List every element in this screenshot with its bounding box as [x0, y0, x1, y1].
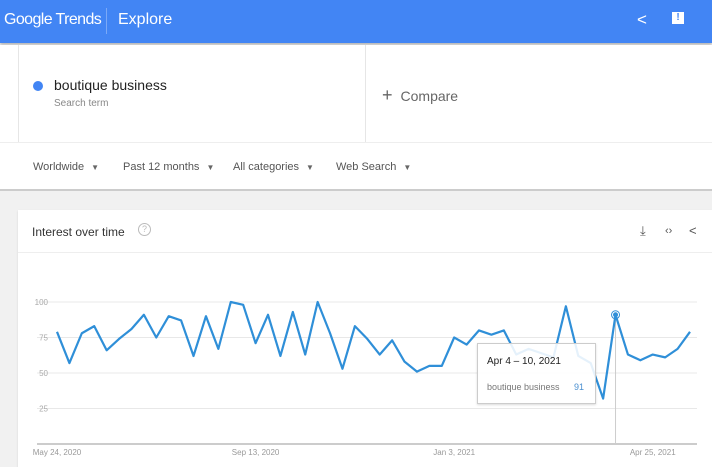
- divider: [18, 252, 712, 253]
- filter-label: Worldwide: [33, 161, 85, 173]
- divider: [106, 8, 107, 34]
- filter-label: Past 12 months: [123, 161, 200, 173]
- chart-tooltip: Apr 4 – 10, 2021 boutique business 91: [477, 343, 596, 404]
- tooltip-value: 91: [573, 382, 584, 392]
- google-trends-logo[interactable]: Google Trends: [4, 11, 102, 28]
- search-term[interactable]: boutique business: [54, 77, 167, 93]
- download-icon[interactable]: ⤓: [640, 223, 646, 238]
- embed-icon[interactable]: ‹›: [665, 225, 673, 237]
- highlight-point-ring: [611, 310, 621, 320]
- help-icon[interactable]: ?: [138, 223, 151, 236]
- filter-label: All categories: [233, 161, 300, 173]
- search-term-type: Search term: [54, 98, 109, 109]
- y-tick-label: 100: [35, 298, 49, 307]
- x-tick-label: Jan 3, 2021: [433, 448, 475, 457]
- filter-category[interactable]: All categories ▼: [233, 161, 314, 173]
- share-icon[interactable]: <: [637, 10, 647, 29]
- interest-over-time-card: Interest over time ? ⤓ ‹› <: [18, 210, 712, 467]
- y-tick-label: 50: [39, 369, 48, 378]
- plus-icon: +: [382, 85, 393, 105]
- y-tick-label: 25: [39, 405, 48, 414]
- highlight-point: [613, 312, 619, 318]
- dropdown-arrow-icon: ▼: [306, 163, 314, 172]
- dropdown-arrow-icon: ▼: [206, 163, 215, 172]
- filter-region[interactable]: Worldwide ▼: [33, 161, 99, 173]
- search-term-card[interactable]: boutique business Search term: [18, 45, 366, 142]
- filter-bar: Worldwide ▼ Past 12 months ▼ All categorie…: [0, 142, 712, 191]
- dropdown-arrow-icon: ▼: [91, 163, 100, 172]
- y-tick-label: 75: [39, 334, 48, 343]
- x-tick-label: May 24, 2020: [33, 448, 82, 457]
- tooltip-term: boutique business: [487, 382, 560, 392]
- page-title: Explore: [118, 11, 173, 28]
- filter-label: Web Search: [336, 161, 397, 173]
- share-icon[interactable]: <: [689, 223, 697, 238]
- search-area: boutique business Search term + Compare: [0, 45, 712, 142]
- tooltip-date: Apr 4 – 10, 2021: [487, 356, 561, 367]
- x-tick-label: Apr 25, 2021: [630, 448, 676, 457]
- x-tick-label: Sep 13, 2020: [232, 448, 280, 457]
- feedback-icon[interactable]: !: [672, 12, 684, 24]
- interest-line-chart[interactable]: 25 50 75 100 May 24, 2020 Sep 13, 2020 Jan 3, …: [0, 260, 712, 467]
- dropdown-arrow-icon: ▼: [403, 163, 412, 172]
- compare-button[interactable]: + Compare: [382, 85, 458, 106]
- card-title: Interest over time: [32, 225, 125, 239]
- top-bar: Google Trends Explore < !: [0, 0, 712, 43]
- compare-label: Compare: [400, 88, 459, 104]
- filter-time[interactable]: Past 12 months ▼: [123, 161, 214, 173]
- filter-search-type[interactable]: Web Search ▼: [336, 161, 411, 173]
- term-color-dot: [33, 81, 43, 91]
